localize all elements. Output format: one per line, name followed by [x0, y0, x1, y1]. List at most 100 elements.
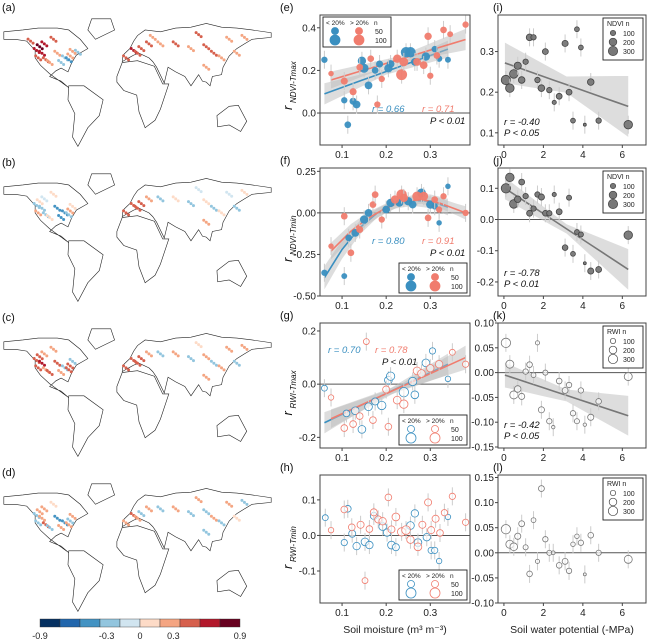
fit-line-RWI: [504, 374, 629, 417]
site-dot: [40, 51, 44, 55]
site-dot: [71, 514, 75, 518]
x-axis-label: Soil moisture (m³ m⁻³): [343, 624, 447, 636]
site-dot: [38, 204, 42, 208]
legend-size-symbol: [608, 190, 618, 200]
data-point: [570, 541, 576, 547]
site-dot: [42, 507, 46, 511]
site-dot: [127, 368, 131, 372]
fit-line-> 20%: [330, 356, 466, 420]
site-dot: [202, 63, 206, 67]
colorbar-swatch: [159, 618, 181, 628]
site-dot: [220, 521, 224, 525]
site-dot: [204, 530, 208, 534]
data-point: [595, 266, 602, 273]
colorbar-tick-label: 0.9: [234, 631, 247, 641]
site-dot: [129, 356, 133, 360]
x-tick-label: 0.1: [335, 608, 349, 619]
data-point: [382, 528, 392, 537]
site-map: [3, 173, 272, 302]
site-dot: [222, 58, 226, 62]
y-axis-label-main: r: [280, 257, 295, 262]
site-dot: [40, 357, 44, 361]
site-dot: [129, 201, 133, 205]
data-point: [582, 122, 587, 127]
site-dot: [127, 58, 131, 62]
confidence-band: [504, 42, 629, 137]
site-dot: [38, 49, 42, 53]
site-dot: [34, 54, 38, 58]
continent-outline: [67, 85, 104, 147]
data-point: [413, 538, 423, 547]
site-dot: [232, 514, 236, 518]
legend-size-label: 50: [451, 275, 459, 282]
site-dot: [68, 364, 72, 368]
data-point: [369, 511, 378, 520]
annotation: P < 0.01: [430, 116, 465, 127]
site-dot: [40, 516, 44, 520]
site-dot: [54, 349, 58, 353]
site-dot: [191, 204, 195, 208]
data-point: [525, 33, 534, 42]
site-dot: [136, 516, 139, 520]
y-tick-label: -0.2: [299, 433, 317, 444]
annotation: r = 0.71: [422, 104, 454, 115]
site-dot: [71, 211, 75, 215]
data-point: [321, 384, 328, 392]
data-point: [447, 31, 454, 38]
legend: NDVI n 100 200 300: [602, 170, 644, 214]
continent-outline: [67, 240, 104, 302]
site-dot: [50, 63, 54, 67]
data-point: [426, 200, 435, 209]
site-dot: [53, 204, 57, 208]
continent-outline: [121, 333, 272, 397]
site-dot: [138, 208, 142, 212]
site-dot: [227, 37, 231, 41]
site-dot: [49, 345, 53, 349]
site-dot: [237, 53, 241, 57]
y-axis-label-main: r: [280, 564, 295, 569]
site-dot: [59, 61, 63, 65]
data-point: [418, 520, 427, 529]
y-tick-label: 0.25: [297, 167, 317, 178]
legend-header: < 20%: [402, 418, 421, 425]
data-point: [569, 410, 577, 417]
data-point: [550, 550, 556, 556]
legend-size-label: 100: [623, 31, 635, 38]
site-dot: [39, 58, 43, 62]
site-dot: [149, 509, 153, 513]
site-dot: [34, 209, 38, 213]
site-dot: [142, 204, 146, 208]
site-dot: [73, 51, 77, 55]
data-point: [566, 194, 573, 201]
continent-outline: [216, 415, 248, 442]
data-point: [534, 191, 541, 198]
site-dot: [207, 357, 211, 361]
legend-box: [398, 569, 468, 601]
site-dot: [209, 204, 213, 208]
data-point: [551, 99, 557, 105]
data-point: [371, 397, 380, 406]
continent-outline: [216, 570, 248, 597]
legend-header: RWI n: [607, 481, 626, 488]
y-tick-label: 0.4: [302, 23, 316, 34]
x-tick-label: 0.1: [335, 301, 349, 312]
data-point: [582, 572, 587, 577]
legend-size-label: 100: [451, 284, 463, 291]
data-point: [509, 542, 519, 551]
site-dot: [55, 516, 59, 520]
fit-line-NDVI: [504, 62, 629, 108]
site-dot: [35, 513, 39, 517]
data-point: [573, 418, 580, 425]
site-dot: [54, 504, 58, 508]
site-dot: [50, 218, 54, 222]
data-point: [410, 390, 420, 400]
y-tick-label: -0.05: [471, 573, 494, 584]
site-dot: [40, 47, 44, 51]
plot-frame: [497, 14, 647, 146]
site-dot: [35, 43, 39, 47]
site-dot: [55, 206, 59, 210]
site-dot: [217, 364, 221, 368]
site-dot: [197, 33, 201, 37]
continent-outline: [121, 23, 272, 87]
site-dot: [202, 218, 206, 222]
